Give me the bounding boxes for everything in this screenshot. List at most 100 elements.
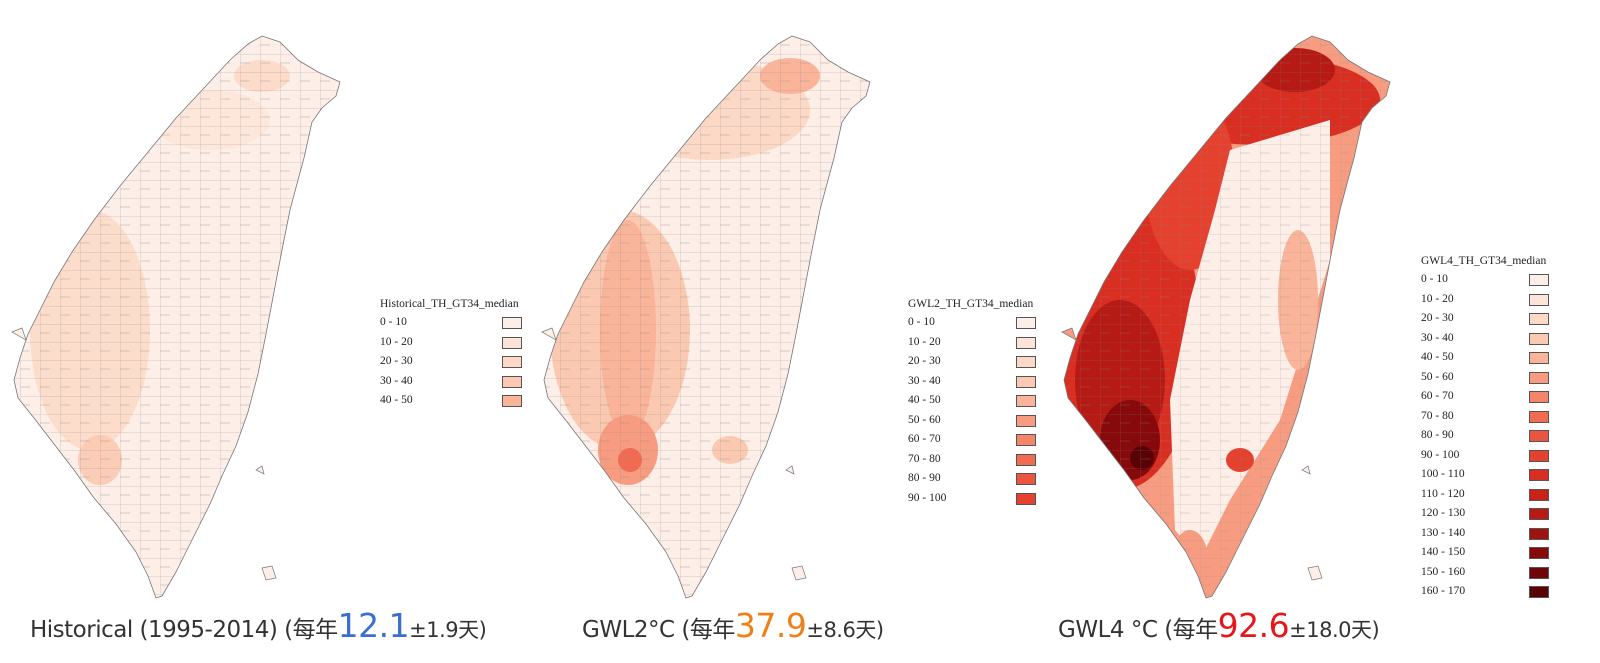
caption-suffix: ±1.9天) bbox=[409, 618, 487, 642]
legend-item: 30 - 40 bbox=[908, 375, 1068, 393]
legend-item-label: 60 - 70 bbox=[1421, 390, 1454, 402]
caption-suffix: ±8.6天) bbox=[806, 618, 884, 642]
legend-item-label: 90 - 100 bbox=[1421, 448, 1460, 461]
legend-item: 80 - 90 bbox=[908, 472, 1068, 490]
legend-swatch bbox=[1016, 453, 1036, 466]
legend-item: 0 - 10 bbox=[1421, 273, 1581, 291]
legend-item: 60 - 70 bbox=[908, 433, 1068, 451]
legend-item: 70 - 80 bbox=[1421, 410, 1581, 428]
legend-swatch bbox=[1529, 508, 1549, 520]
caption-gwl2: GWL2°C (每年37.9±8.6天) bbox=[582, 606, 884, 645]
legend-swatch bbox=[1529, 566, 1549, 579]
legend-title: GWL4_TH_GT34_median bbox=[1421, 255, 1547, 267]
legend-item-label: 10 - 20 bbox=[380, 335, 413, 348]
legend-item-label: 10 - 20 bbox=[1421, 292, 1454, 305]
legend-swatch bbox=[1016, 492, 1036, 505]
legend-item: 50 - 60 bbox=[908, 414, 1068, 432]
legend-item-label: 30 - 40 bbox=[908, 374, 941, 387]
legend-item: 10 - 20 bbox=[380, 336, 540, 354]
legend-item-label: 30 - 40 bbox=[1421, 331, 1454, 344]
legend-swatch bbox=[1016, 473, 1036, 485]
legend-item-label: 80 - 90 bbox=[908, 472, 941, 484]
legend-item-label: 10 - 20 bbox=[908, 335, 941, 348]
legend-item-label: 20 - 30 bbox=[380, 355, 413, 367]
legend-item-label: 40 - 50 bbox=[380, 394, 413, 406]
legend-item-label: 100 - 110 bbox=[1421, 468, 1465, 480]
legend-item: 0 - 10 bbox=[908, 316, 1068, 334]
gwl4-map bbox=[1061, 35, 1391, 599]
legend-item: 50 - 60 bbox=[1421, 371, 1581, 389]
legend-item-label: 0 - 10 bbox=[380, 316, 407, 328]
legend-swatch bbox=[1529, 391, 1549, 403]
legend-swatch bbox=[1016, 375, 1036, 388]
legend-item-label: 40 - 50 bbox=[908, 394, 941, 406]
legend-item-label: 30 - 40 bbox=[380, 374, 413, 387]
legend-item: 120 - 130 bbox=[1421, 507, 1581, 525]
caption-historical: Historical (1995-2014) (每年12.1±1.9天) bbox=[30, 606, 487, 645]
legend-item-label: 70 - 80 bbox=[1421, 409, 1454, 422]
legend-item-label: 50 - 60 bbox=[1421, 370, 1454, 383]
legend-item-label: 60 - 70 bbox=[908, 433, 941, 445]
legend-item-label: 90 - 100 bbox=[908, 491, 947, 504]
legend-swatch bbox=[1529, 274, 1549, 286]
legend-swatch bbox=[502, 356, 522, 368]
legend-swatch bbox=[1529, 586, 1549, 598]
legend-item: 40 - 50 bbox=[380, 394, 540, 412]
legend-item: 20 - 30 bbox=[908, 355, 1068, 373]
legend-swatch bbox=[1529, 547, 1549, 559]
legend-item: 90 - 100 bbox=[1421, 449, 1581, 467]
legend-item: 70 - 80 bbox=[908, 453, 1068, 471]
legend-item: 140 - 150 bbox=[1421, 546, 1581, 564]
legend-swatch bbox=[1529, 371, 1549, 384]
legend-swatch bbox=[1529, 430, 1549, 442]
legend-swatch bbox=[1016, 336, 1036, 349]
legend-item: 30 - 40 bbox=[380, 375, 540, 393]
caption-value: 37.9 bbox=[734, 606, 807, 645]
legend-title: Historical_TH_GT34_median bbox=[380, 298, 519, 310]
legend-swatch bbox=[502, 375, 522, 388]
legend-swatch bbox=[1529, 313, 1549, 325]
legend-item: 10 - 20 bbox=[908, 336, 1068, 354]
legend-swatch bbox=[1529, 527, 1549, 540]
legend-item: 20 - 30 bbox=[1421, 312, 1581, 330]
legend-swatch bbox=[1529, 469, 1549, 481]
legend-item-label: 140 - 150 bbox=[1421, 546, 1466, 558]
legend-item-label: 0 - 10 bbox=[1421, 273, 1448, 285]
caption-prefix: Historical (1995-2014) (每年 bbox=[30, 617, 338, 643]
legend-swatch bbox=[502, 395, 522, 407]
legend-item-label: 70 - 80 bbox=[908, 452, 941, 465]
legend-item: 110 - 120 bbox=[1421, 488, 1581, 506]
legend-item-label: 20 - 30 bbox=[908, 355, 941, 367]
caption-value: 12.1 bbox=[337, 606, 410, 645]
legend-item: 40 - 50 bbox=[1421, 351, 1581, 369]
legend-item-label: 150 - 160 bbox=[1421, 565, 1466, 578]
caption-prefix: GWL2°C (每年 bbox=[582, 617, 735, 643]
legend-item: 0 - 10 bbox=[380, 316, 540, 334]
legend-item-label: 80 - 90 bbox=[1421, 429, 1454, 441]
legend-item: 20 - 30 bbox=[380, 355, 540, 373]
legend-item: 60 - 70 bbox=[1421, 390, 1581, 408]
legend-item: 80 - 90 bbox=[1421, 429, 1581, 447]
legend-swatch bbox=[1529, 332, 1549, 345]
legend-item: 10 - 20 bbox=[1421, 293, 1581, 311]
legend-swatch bbox=[1529, 293, 1549, 306]
legend-item-label: 130 - 140 bbox=[1421, 526, 1466, 539]
legend-swatch bbox=[502, 336, 522, 349]
legend-item: 90 - 100 bbox=[908, 492, 1068, 510]
legend-item: 100 - 110 bbox=[1421, 468, 1581, 486]
legend-swatch bbox=[1016, 395, 1036, 407]
caption-prefix: GWL4 °C (每年 bbox=[1058, 617, 1218, 643]
legend-item-label: 0 - 10 bbox=[908, 316, 935, 328]
legend-item-label: 120 - 130 bbox=[1421, 507, 1466, 519]
gwl2-map bbox=[541, 35, 871, 599]
legend-item: 150 - 160 bbox=[1421, 566, 1581, 584]
historical-map bbox=[11, 35, 341, 599]
legend-swatch bbox=[1529, 352, 1549, 364]
legend-swatch bbox=[502, 317, 522, 329]
legend-swatch bbox=[1016, 434, 1036, 446]
legend-title: GWL2_TH_GT34_median bbox=[908, 298, 1034, 310]
caption-value: 92.6 bbox=[1217, 606, 1290, 645]
legend-swatch bbox=[1529, 488, 1549, 501]
legend-swatch bbox=[1016, 356, 1036, 368]
